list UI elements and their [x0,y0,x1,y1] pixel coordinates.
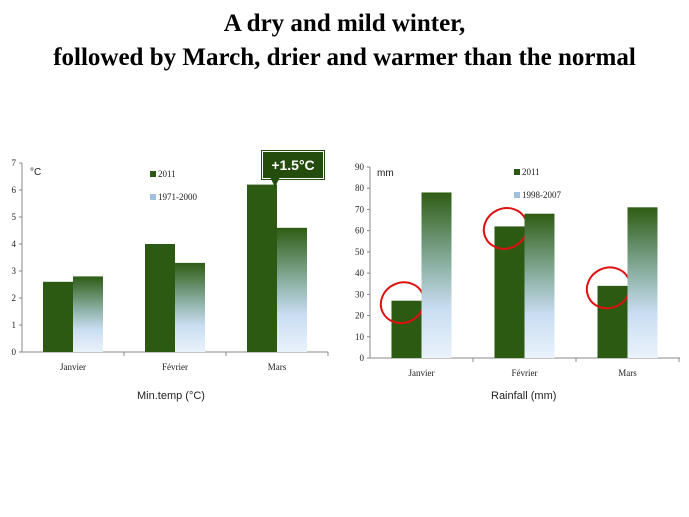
temperature-anomaly-callout: +1.5°C [262,151,324,179]
rainfall-chart: 0 10 20 30 40 50 60 70 80 90 mm Janvier Février Mars 2… [355,162,680,378]
y-tick-label: 5 [12,212,17,222]
x-tick-label: Janvier [60,362,86,372]
legend-swatch [150,194,156,200]
x-tick-label: Février [512,368,538,378]
legend-label: 1971-2000 [158,192,197,202]
y-tick-label: 7 [12,158,17,168]
slide-title-line-2: followed by March, drier and warmer than… [53,44,636,71]
bar-temp-1971-2000 [277,227,307,352]
y-tick-label: 40 [355,268,365,278]
bar-rain-1998-2007 [524,213,555,358]
y-tick-label: 10 [355,332,365,342]
bar-temp-2011 [145,244,175,352]
x-tick-label: Mars [618,368,637,378]
bar-rain-2011 [494,226,525,358]
y-tick-label: 70 [355,204,365,214]
bar-rain-1998-2007 [627,207,658,358]
bar-temp-2011 [247,184,277,352]
bar-rain-2011 [597,285,628,358]
rainfall-caption: Rainfall (mm) [491,390,557,402]
y-tick-label: 2 [12,293,17,303]
y-tick-label: 50 [355,247,365,257]
x-tick-label: Mars [268,362,287,372]
legend-swatch [514,169,520,175]
y-tick-label: 0 [360,353,365,363]
legend-label: 2011 [158,169,176,179]
y-tick-label: 30 [355,289,365,299]
y-unit-label: mm [377,168,394,179]
y-tick-label: 0 [12,347,17,357]
y-tick-label: 4 [12,239,17,249]
bar-temp-1971-2000 [73,276,103,352]
y-tick-label: 20 [355,311,365,321]
legend-label: 2011 [522,167,540,177]
slide-title-line-1: A dry and mild winter, [223,10,466,37]
bar-rain-2011 [391,300,422,358]
y-tick-label: 6 [12,185,17,195]
x-tick-label: Février [162,362,188,372]
bar-temp-1971-2000 [175,262,205,352]
bar-temp-2011 [43,281,73,352]
y-tick-label: 1 [12,320,17,330]
y-tick-label: 60 [355,226,365,236]
callout-pointer [270,177,280,187]
min-temp-chart: 0 1 2 3 4 5 6 7 °C Janvier Février Mars 2011 1971-200… [12,158,329,372]
x-tick-label: Janvier [409,368,435,378]
min-temp-caption: Min.temp (°C) [137,390,205,402]
y-unit-label: °C [30,167,41,178]
legend-swatch [514,192,520,198]
bar-rain-1998-2007 [421,192,452,358]
y-tick-label: 90 [355,162,365,172]
y-tick-label: 3 [12,266,17,276]
y-tick-label: 80 [355,183,365,193]
legend-label: 1998-2007 [522,190,561,200]
legend-swatch [150,171,156,177]
